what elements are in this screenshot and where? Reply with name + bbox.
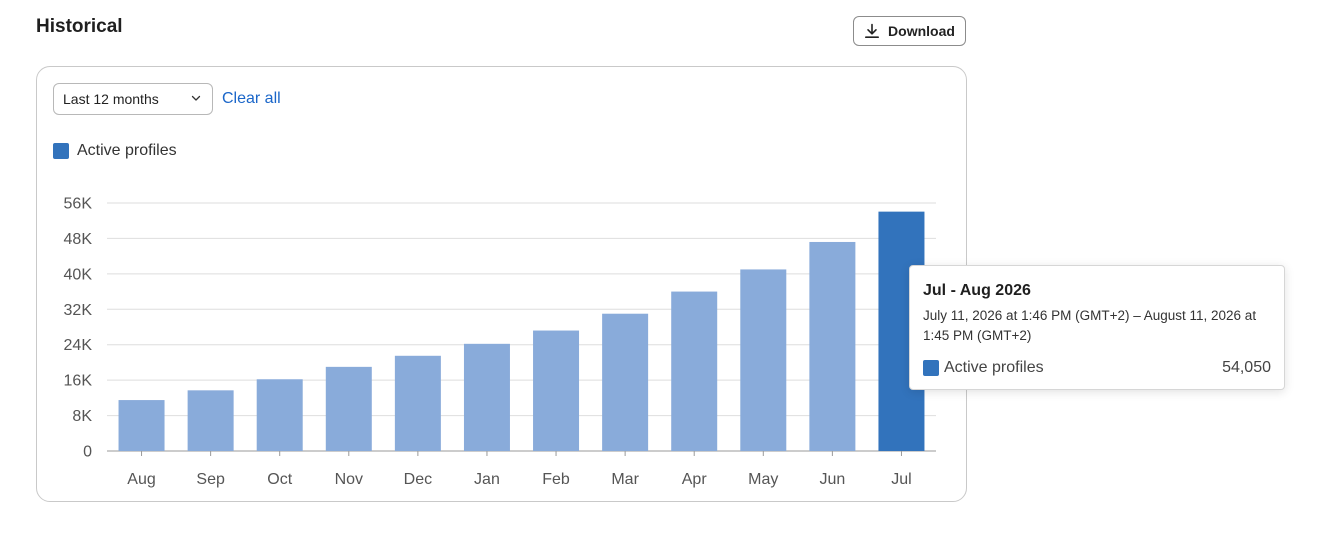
x-tick-label: Dec <box>404 471 432 488</box>
legend-label: Active profiles <box>77 142 177 159</box>
bar-oct <box>256 379 303 451</box>
bar-mar <box>602 313 649 451</box>
x-tick-label: Aug <box>127 471 155 488</box>
bar-aug <box>118 400 165 451</box>
download-icon <box>864 23 880 39</box>
x-tick-label: Feb <box>542 471 570 488</box>
tooltip-series-row: Active profiles 54,050 <box>923 359 1271 377</box>
bar-may <box>740 269 787 451</box>
bar-nov <box>325 366 372 451</box>
chart-card: Last 12 months Clear all Active profiles… <box>36 66 967 502</box>
bar-jan <box>463 343 510 451</box>
tooltip-series-label: Active profiles <box>944 359 1044 376</box>
bar-sep <box>187 390 234 451</box>
x-tick-label: Nov <box>335 471 363 488</box>
y-tick-label: 32K <box>64 302 93 319</box>
y-tick-label: 40K <box>64 266 93 283</box>
tooltip-swatch <box>923 360 939 376</box>
y-tick-label: 0 <box>83 444 92 461</box>
x-tick-label: Mar <box>611 471 639 488</box>
x-tick-label: Oct <box>267 471 292 488</box>
download-label: Download <box>888 23 955 39</box>
x-tick-label: Sep <box>196 471 225 488</box>
tooltip-date-range: July 11, 2026 at 1:46 PM (GMT+2) – Augus… <box>923 308 1257 343</box>
y-tick-label: 16K <box>64 373 93 390</box>
chevron-down-icon <box>190 91 202 107</box>
download-button[interactable]: Download <box>853 16 966 46</box>
date-range-select[interactable]: Last 12 months <box>53 83 213 115</box>
x-tick-label: Jun <box>819 471 845 488</box>
bar-apr <box>671 291 718 451</box>
bar-chart: 0 8K 16K 24K 32K 40K 48K 56K Aug Sep Oct Nov Dec Jan F… <box>64 196 936 488</box>
page-title: Historical <box>36 16 123 37</box>
clear-all-link[interactable]: Clear all <box>222 90 281 107</box>
chart-legend: Active profiles <box>53 142 177 160</box>
legend-swatch <box>53 143 69 159</box>
bar-dec <box>394 355 441 451</box>
y-tick-label: 24K <box>64 337 93 354</box>
date-range-value: Last 12 months <box>63 91 159 107</box>
y-tick-label: 56K <box>64 196 93 213</box>
x-tick-label: Jan <box>474 471 500 488</box>
tooltip-value: 54,050 <box>1222 359 1271 376</box>
x-tick-label: Apr <box>682 471 708 488</box>
bar-jun <box>809 241 856 451</box>
tooltip-title: Jul - Aug 2026 <box>923 282 1031 299</box>
x-tick-label: Jul <box>891 471 911 488</box>
y-tick-label: 48K <box>64 231 93 248</box>
bar-feb <box>533 330 580 451</box>
y-tick-label: 8K <box>72 408 92 425</box>
x-tick-label: May <box>748 471 778 488</box>
chart-tooltip: Jul - Aug 2026 July 11, 2026 at 1:46 PM … <box>909 265 1285 390</box>
